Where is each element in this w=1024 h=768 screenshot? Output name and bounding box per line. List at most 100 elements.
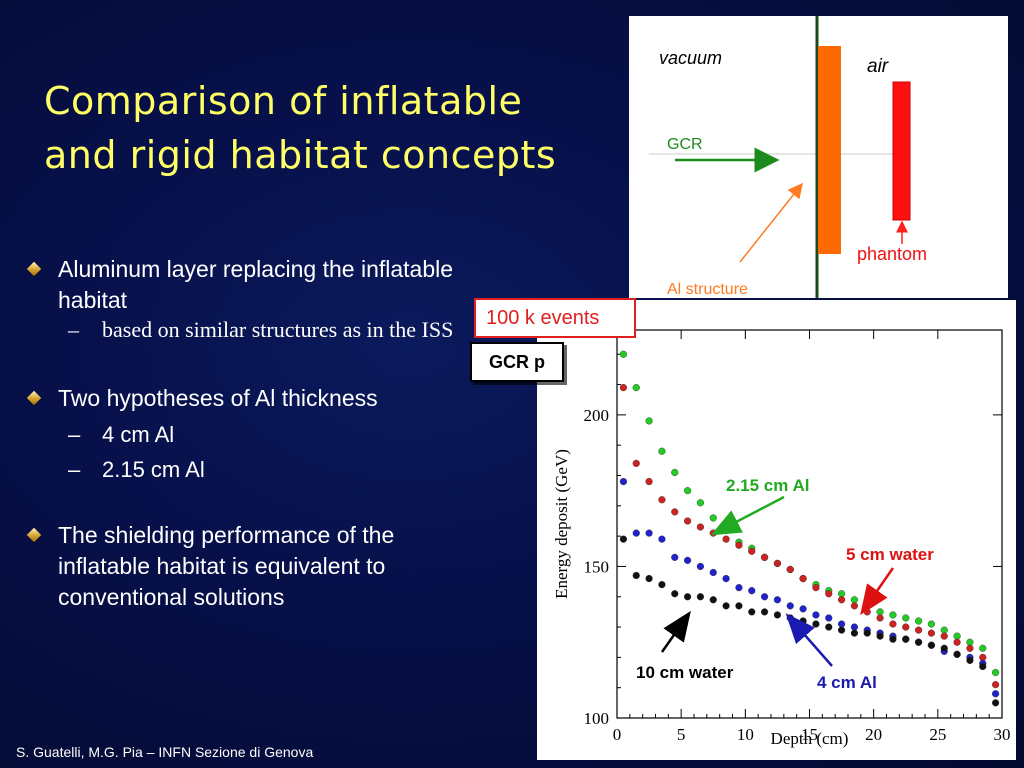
al-structure-slab [818,46,841,254]
data-point-series-3 [773,596,782,604]
annotation-5-cm-water: 5 cm water [846,545,934,564]
sub-bullet-item: – 4 cm Al [58,418,492,451]
data-point-series-2 [696,523,705,531]
data-point-series-3 [658,535,666,543]
air-label: air [867,56,889,77]
data-point-series-4 [619,535,628,543]
data-point-series-3 [709,568,717,577]
annotation-arrow-10-cm-water [660,610,691,653]
annotation-arrow-5-cm-water [860,567,895,616]
data-point-series-1 [902,614,910,622]
data-point-series-2 [902,623,910,631]
bullet-item: The shielding performance of the inflata… [22,520,492,613]
bullet-diamond-icon [26,390,42,406]
data-point-series-2 [735,541,743,549]
y-tick-label: 100 [584,709,610,728]
data-point-series-3 [645,529,653,537]
data-point-series-2 [658,496,666,504]
data-point-series-2 [619,383,628,392]
data-point-series-3 [632,529,640,537]
data-point-series-1 [658,447,666,455]
phantom-slab [892,81,911,221]
data-point-series-1 [619,350,628,358]
data-point-series-4 [889,635,897,643]
data-point-series-1 [940,626,948,634]
data-point-series-2 [683,517,692,525]
data-point-series-4 [658,581,666,589]
chart-svg: 0 5 10 15 20 25 30 100 150 200 Depth (cm) Energy … [552,329,1011,748]
data-point-series-2 [632,459,640,467]
data-point-series-1 [837,590,846,598]
data-point-series-3 [825,614,833,622]
annotation-arrow-4-cm-al [785,613,833,667]
slide-title-line-2: and rigid habitat concepts [44,133,557,177]
data-point-series-4 [953,650,961,658]
y-axis-label: Energy deposit (GeV) [552,449,571,599]
annotation-2-15-cm-al: 2.15 cm Al [726,476,809,495]
data-point-series-1 [850,596,859,604]
data-point-series-1 [889,611,897,619]
data-point-series-1 [709,514,717,522]
data-point-series-4 [632,571,640,580]
data-point-series-3 [812,611,820,619]
data-point-series-4 [735,602,743,610]
data-point-series-1 [927,620,936,628]
data-point-series-1 [979,644,987,652]
data-point-series-4 [812,620,820,628]
data-point-series-2 [799,574,807,583]
data-point-series-4 [722,602,730,610]
al-structure-label: Al structure [667,281,748,298]
data-point-series-2 [773,559,782,568]
gcr-label: GCR [667,136,703,153]
data-point-series-1 [683,487,692,495]
dash-icon: – [68,422,81,447]
data-point-series-2 [645,477,653,486]
bullet-text: The shielding performance of the inflata… [58,522,395,610]
data-point-series-4 [709,596,717,604]
data-point-series-2 [914,626,923,634]
data-point-series-1 [991,668,1000,677]
x-axis-label: Depth (cm) [771,729,849,748]
x-tick-label: 5 [677,725,686,744]
bullet-item: Two hypotheses of Al thickness [22,383,492,414]
data-point-series-1 [966,638,974,646]
bullet-diamond-icon [26,527,42,543]
data-point-series-1 [876,608,884,616]
slide-footer: S. Guatelli, M.G. Pia – INFN Sezione di … [16,744,314,760]
bullet-diamond-icon [26,261,42,277]
data-point-series-3 [748,587,756,595]
data-point-series-2 [876,614,884,622]
data-point-series-2 [850,602,859,610]
bullet-text: Aluminum layer replacing the inflatable … [58,256,454,313]
data-point-series-3 [722,574,730,583]
data-point-series-2 [825,590,833,598]
data-point-series-3 [683,556,692,564]
data-point-series-4 [966,656,974,665]
data-point-series-4 [876,632,884,640]
data-point-series-2 [991,681,1000,689]
data-point-series-4 [850,629,859,637]
data-point-series-1 [632,383,640,392]
data-point-series-2 [966,644,974,652]
data-point-series-2 [760,553,769,561]
data-point-series-1 [645,417,653,425]
sub-bullet-text: based on similar structures as in the IS… [102,317,454,342]
data-point-series-4 [683,593,692,601]
data-point-series-4 [863,629,871,637]
bullet-text: Two hypotheses of Al thickness [58,385,378,411]
y-tick-label: 200 [584,406,610,425]
data-point-series-3 [735,584,743,592]
geometry-svg: vacuum air GCR Al structure phantom [649,16,927,298]
geometry-diagram: vacuum air GCR Al structure phantom [629,16,1008,298]
data-point-series-4 [760,608,769,616]
data-point-series-2 [786,565,794,574]
dash-icon: – [68,457,81,482]
data-point-series-2 [748,547,756,555]
x-tick-label: 25 [929,725,946,744]
data-point-series-4 [799,617,807,625]
data-point-series-4 [927,641,936,649]
dash-icon: – [68,317,79,342]
bullet-item: Aluminum layer replacing the inflatable … [22,254,492,316]
al-structure-arrow [739,182,803,263]
data-point-series-2 [722,535,730,543]
